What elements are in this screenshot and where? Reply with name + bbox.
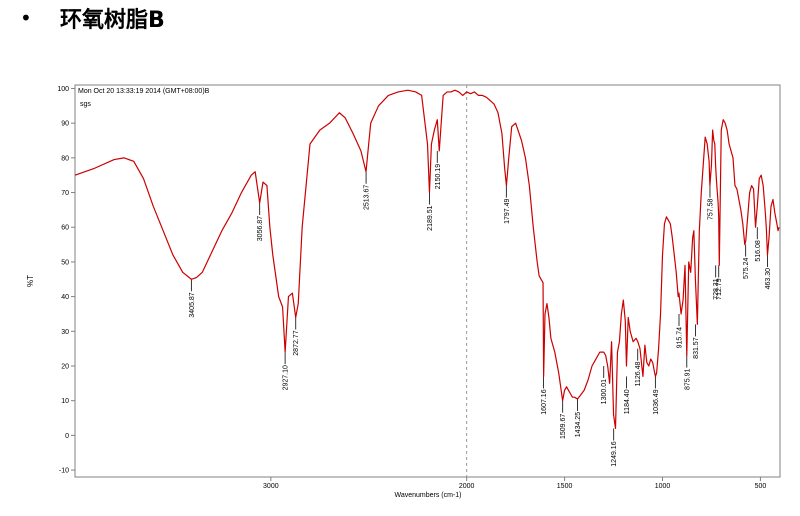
x-tick-label: 1000 xyxy=(655,483,671,490)
y-axis-label: %T xyxy=(26,275,35,287)
y-tick-label: 40 xyxy=(61,294,69,301)
x-tick-label: 2000 xyxy=(459,483,475,490)
peak-label: 728.31 xyxy=(713,278,720,300)
peak-label: 2513.67 xyxy=(364,185,371,210)
peak-label: 3056.87 xyxy=(257,216,264,241)
peak-label: 757.58 xyxy=(708,199,715,221)
y-tick-label: 30 xyxy=(61,329,69,336)
y-tick-label: 10 xyxy=(61,398,69,405)
x-tick-label: 1500 xyxy=(557,483,573,490)
chart-header-timestamp: Mon Oct 20 13:33:19 2014 (GMT+08:00)B xyxy=(78,88,210,95)
chart-header-sample: sgs xyxy=(80,101,91,108)
peak-labels: 3405.87 3056.87 2927.10 2872.77 2513.67 2189.… xyxy=(189,164,772,467)
peak-label: 2927.10 xyxy=(283,365,290,390)
x-axis-label: Wavenumbers (cm-1) xyxy=(394,492,461,499)
peak-label: 516.08 xyxy=(755,240,762,262)
peak-label: 1249.16 xyxy=(611,441,618,466)
peak-label: 2189.51 xyxy=(427,205,434,230)
y-tick-label: 20 xyxy=(61,363,69,370)
peak-label: 1126.48 xyxy=(635,362,642,387)
y-tick-label: 70 xyxy=(61,190,69,197)
peak-label: 2872.77 xyxy=(293,330,300,355)
y-tick-label: 100 xyxy=(57,86,69,93)
peak-label: 3405.87 xyxy=(189,292,196,317)
peak-label: 1184.40 xyxy=(624,389,631,414)
peak-label: 915.74 xyxy=(677,327,684,349)
x-tick-label: 500 xyxy=(755,483,767,490)
peak-label: 831.57 xyxy=(693,337,700,359)
x-axis-ticks: 3000 2000 1500 1000 500 xyxy=(263,477,766,490)
y-tick-label: 60 xyxy=(61,225,69,232)
peak-label: 1300.01 xyxy=(601,379,608,404)
y-tick-label: 90 xyxy=(61,121,69,128)
peak-label: 1607.16 xyxy=(541,389,548,414)
peak-label: 1509.67 xyxy=(560,414,567,439)
peak-label: 712.79 xyxy=(716,278,723,300)
peak-label: 875.91 xyxy=(684,369,691,391)
bullet-marker: • xyxy=(20,6,32,30)
y-tick-label: -10 xyxy=(59,468,69,475)
peak-label: 575.24 xyxy=(743,258,750,280)
peak-label: 1797.49 xyxy=(504,199,511,224)
y-tick-label: 80 xyxy=(61,155,69,162)
x-tick-label: 3000 xyxy=(263,483,279,490)
slide-title: • 环氧树脂B xyxy=(20,3,165,33)
peak-label: 1036.49 xyxy=(653,389,660,414)
peak-label: 2150.19 xyxy=(435,164,442,189)
y-tick-label: 0 xyxy=(65,433,69,440)
peak-label: 1434.25 xyxy=(575,412,582,437)
spectrum-series-line xyxy=(74,89,780,430)
peak-marker-lines xyxy=(190,150,769,441)
slide-title-text: 环氧树脂B xyxy=(60,8,165,33)
y-tick-label: 50 xyxy=(61,259,69,266)
peak-label: 463.30 xyxy=(765,268,772,290)
